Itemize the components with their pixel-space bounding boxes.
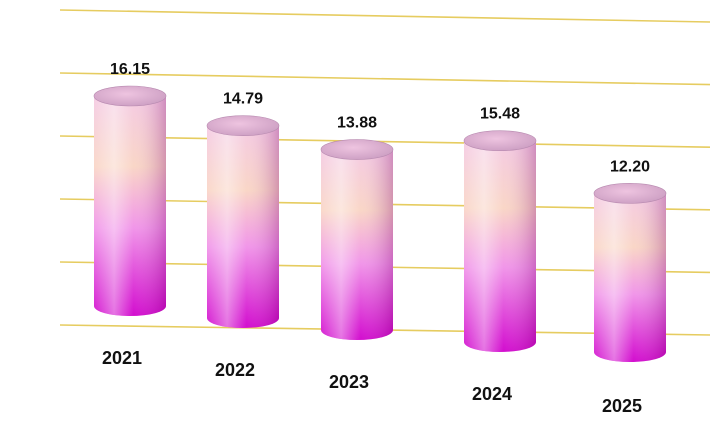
value-label: 16.15: [110, 61, 150, 78]
bar-shade: [207, 125, 279, 329]
category-label: 2023: [329, 372, 369, 392]
bar: [93, 85, 167, 316]
bar-top: [93, 85, 167, 107]
bar-top: [320, 139, 394, 160]
labels: 16.15 2021 14.79 2022 13.88 2023 15.48 2024 12.2…: [102, 61, 650, 416]
grid-line: [59, 135, 711, 148]
bar-shade: [464, 140, 536, 352]
bar-top: [463, 130, 537, 152]
grid-line: [59, 9, 711, 23]
value-label: 14.79: [223, 91, 263, 108]
bar: [463, 130, 537, 352]
bar-shade: [321, 149, 393, 340]
bar-top: [206, 115, 280, 136]
bar: [320, 139, 394, 340]
bar-shade: [594, 193, 666, 362]
bar-top: [593, 183, 667, 204]
bar-shade: [94, 96, 166, 316]
bar: [593, 183, 667, 362]
grid-line: [59, 72, 711, 86]
bar: [206, 115, 280, 329]
category-label: 2024: [472, 384, 512, 404]
category-label: 2025: [602, 396, 642, 416]
bars: [93, 85, 667, 362]
category-label: 2022: [215, 360, 255, 380]
category-label: 2021: [102, 348, 142, 368]
value-label: 13.88: [337, 115, 377, 132]
value-label: 12.20: [610, 158, 650, 175]
value-label: 15.48: [480, 106, 520, 123]
